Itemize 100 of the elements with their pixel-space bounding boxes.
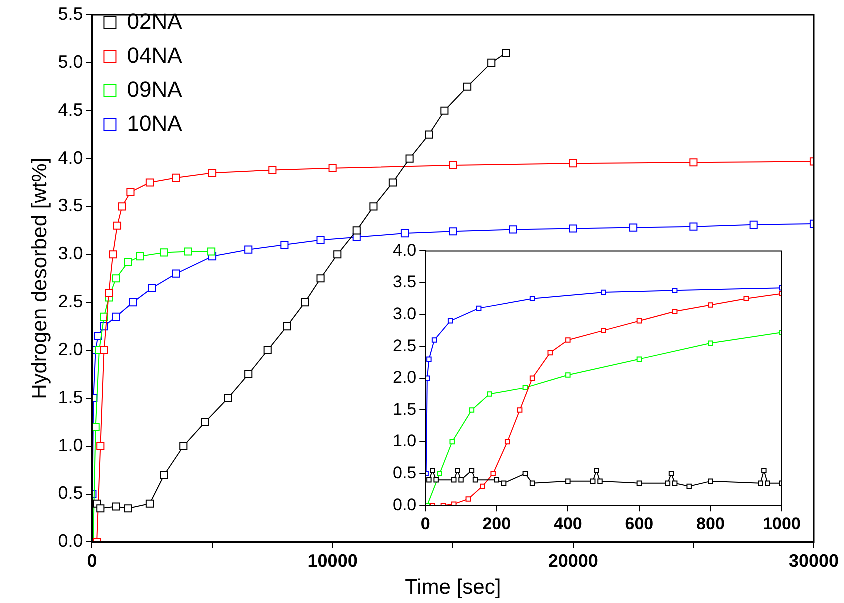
x-tick-label: 30000 [788,550,840,571]
point [400,230,410,238]
point [388,178,397,187]
point [636,318,642,324]
point [426,478,432,483]
point [449,161,458,170]
point [708,302,714,308]
point [160,471,168,480]
point [548,350,553,356]
point [455,468,460,474]
point [449,228,458,236]
point [370,202,378,211]
point [316,236,325,244]
point [494,478,500,483]
y-tick-label: 3.0 [392,304,417,324]
point [744,296,749,302]
point [437,471,443,476]
point [244,246,253,254]
y-tick-label: 3.5 [392,272,417,292]
x-tick-label: 800 [696,514,725,534]
point [590,478,596,484]
x-tick-label: 400 [554,514,582,534]
point [522,471,528,476]
point [224,394,232,402]
legend-label: 04NA [127,43,183,68]
point [472,478,478,483]
point [124,258,132,266]
point [452,478,457,483]
point [488,58,496,67]
point [406,154,414,163]
y-tick-label: 1.5 [58,387,84,408]
x-axis-title: Time [sec] [405,576,502,600]
point [109,250,118,259]
y-tick-label: 0.5 [392,463,417,482]
y-tick-label: 2.0 [58,339,84,360]
point [522,385,528,391]
y-tick-label: 5.5 [58,4,84,24]
point [283,322,292,331]
point [690,222,698,231]
point [758,480,764,486]
x-tick-label: 10000 [308,550,358,571]
legend-label: 09NA [127,77,183,102]
legend-label: 10NA [127,111,183,136]
point [690,158,698,167]
point [509,226,518,234]
y-tick-label: 1.5 [392,400,417,419]
point [450,439,455,445]
point [708,340,714,346]
y-tick-label: 1.0 [392,432,417,451]
y-axis-title: Hydrogen desorbed [wt%] [28,158,52,400]
point [172,270,180,278]
y-tick-label: 3.5 [58,196,84,216]
point [434,478,439,483]
point [636,480,642,486]
point [530,296,536,302]
point [126,188,135,196]
point [517,408,523,413]
point [268,166,277,174]
point [469,468,475,474]
point [594,468,600,474]
point [762,468,767,474]
point [208,248,216,256]
point [501,480,507,486]
point [352,226,361,235]
point [430,468,436,474]
point [180,442,188,450]
point [118,202,126,211]
point [569,224,578,233]
point [432,338,438,343]
point [452,502,457,506]
point [129,298,138,307]
point [425,130,434,139]
point [487,392,492,397]
point [124,504,132,513]
point [630,224,638,232]
point [328,164,337,172]
point [504,439,510,445]
y-tick-label: 0.0 [58,531,84,552]
point [244,370,253,378]
point [464,82,472,91]
y-tick-label: 0.0 [392,495,417,514]
point [668,471,674,476]
point [566,338,571,343]
x-tick-label: 1000 [763,514,801,534]
point [160,248,168,257]
y-tick-label: 4.0 [392,240,417,260]
y-tick-label: 3.0 [58,244,84,264]
point [530,480,536,486]
y-tick-label: 0.5 [58,483,84,504]
x-tick-label: 600 [625,514,654,534]
y-tick-label: 4.5 [58,100,84,120]
point [96,442,105,450]
point [490,471,496,476]
point [466,496,472,502]
point [334,250,342,259]
x-tick-label: 0 [420,514,430,534]
point [113,222,122,230]
point [502,49,510,58]
point [426,356,432,362]
point [184,248,192,256]
